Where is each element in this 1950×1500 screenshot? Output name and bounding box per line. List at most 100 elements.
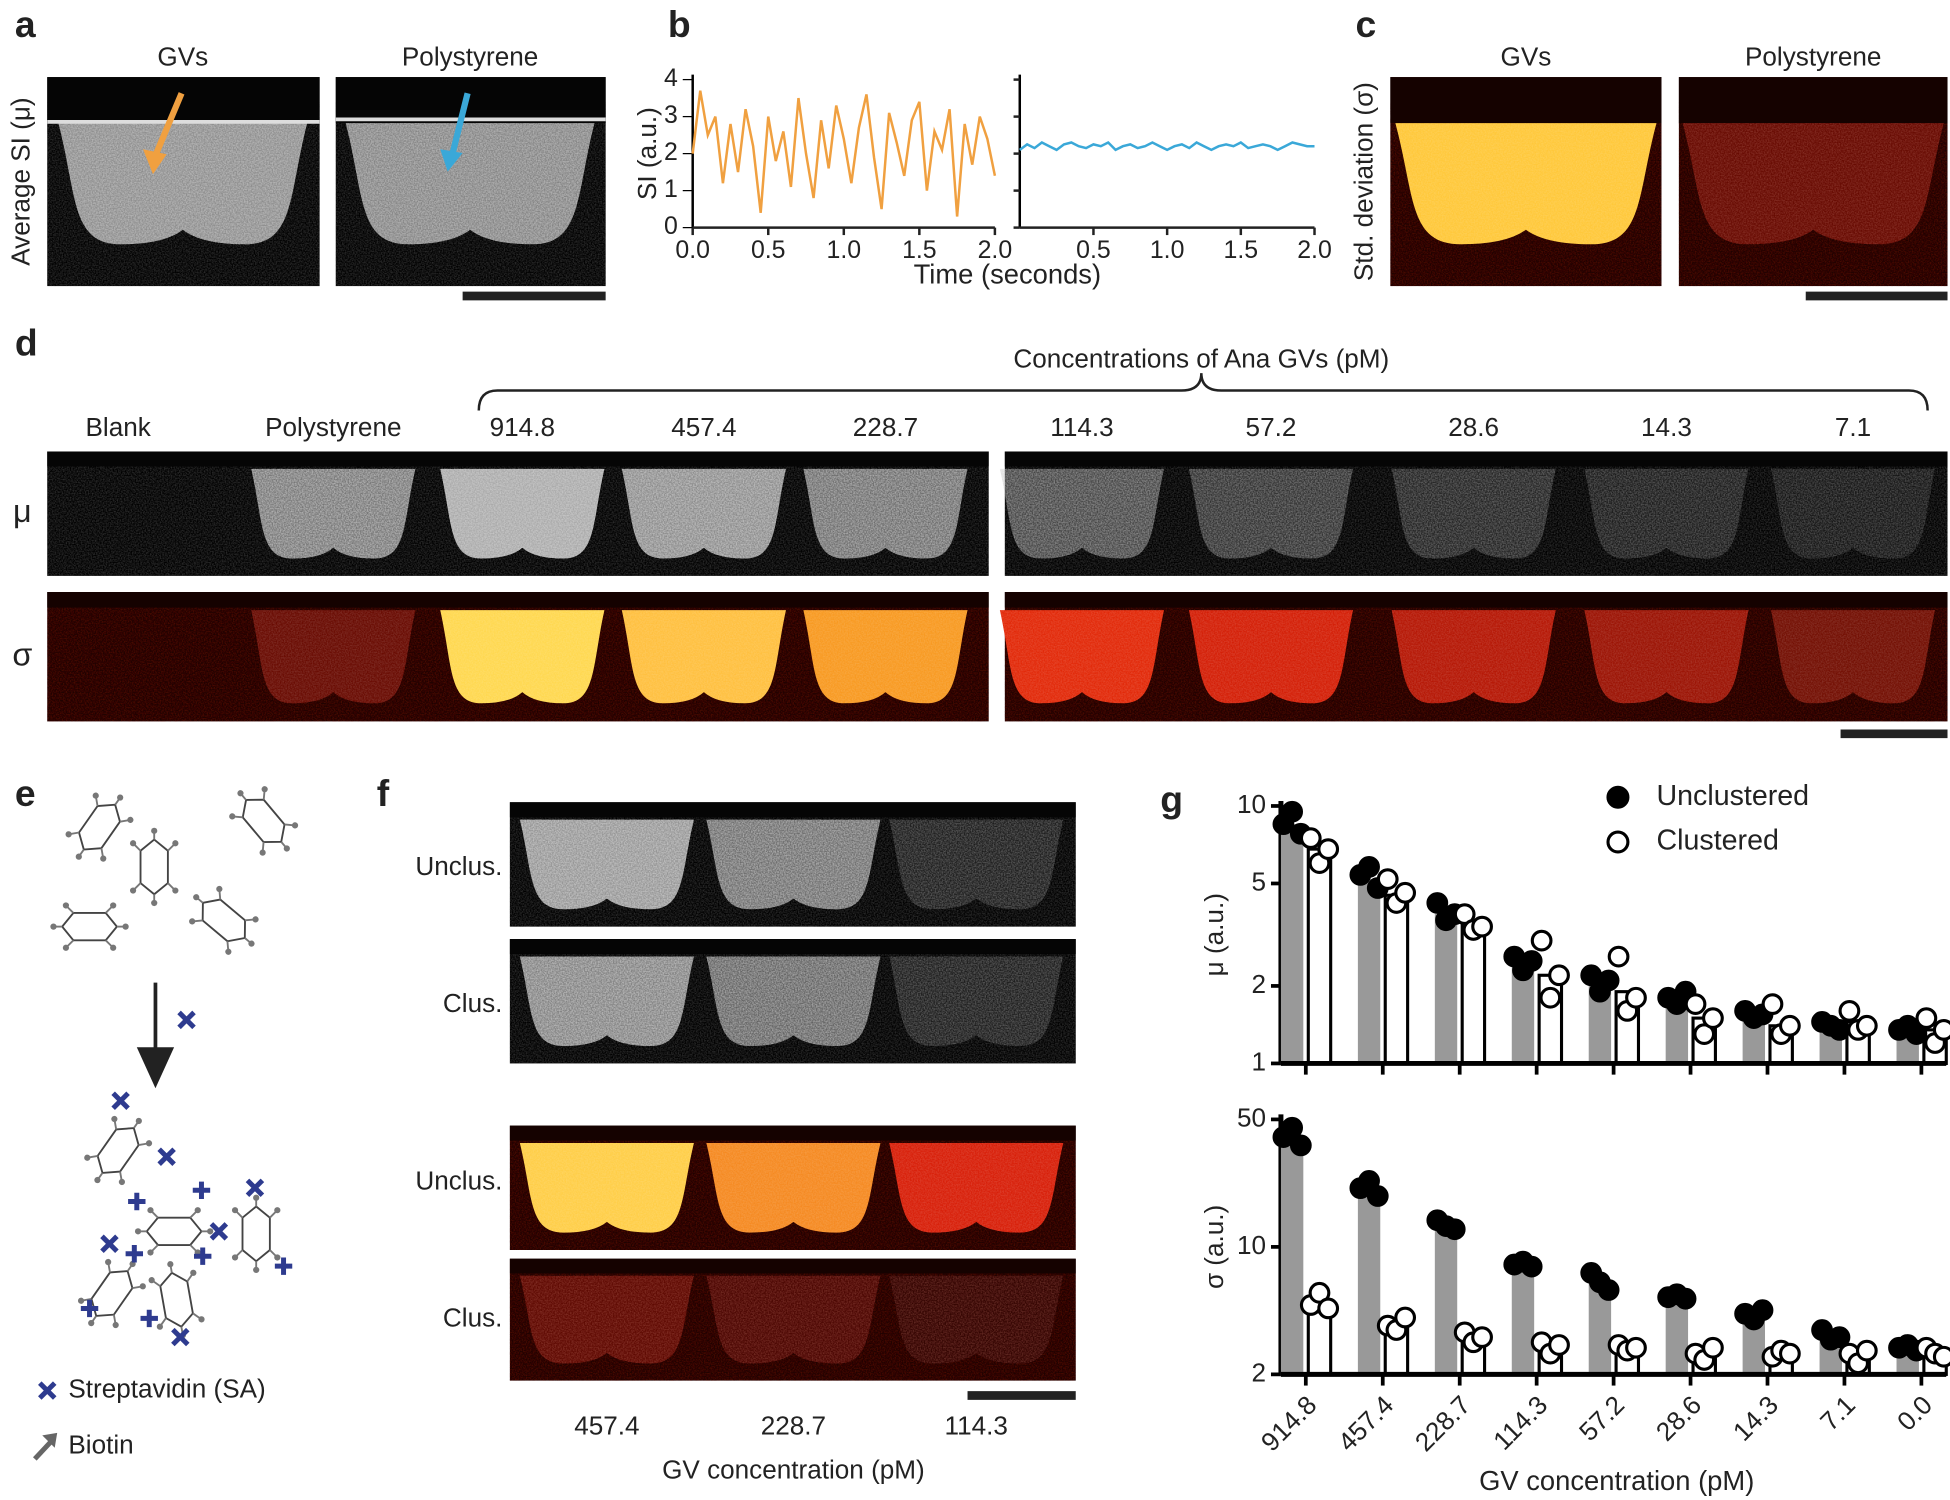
well-texture: [519, 1143, 694, 1233]
group-label: Concentrations of Ana GVs (pM): [1013, 344, 1389, 374]
streptavidin: [245, 1178, 265, 1198]
image-top: [1678, 77, 1948, 124]
image-top: [47, 451, 989, 467]
image-top: [47, 77, 320, 124]
biotin-head: [231, 1207, 239, 1214]
y-tick-label: 3: [664, 101, 678, 129]
streptavidin: [140, 1309, 158, 1328]
biotin-head: [100, 855, 107, 862]
y-tick-label: 4: [664, 64, 678, 92]
column-label: 57.2: [1246, 412, 1297, 442]
bar: [1306, 847, 1333, 1065]
gv-particle: [50, 902, 129, 951]
biotin-head: [259, 849, 266, 856]
biotin-head: [139, 1283, 146, 1290]
biotin-head: [274, 1254, 281, 1261]
biotin-head: [127, 816, 134, 823]
y-axis-label: σ (a.u.): [1199, 1205, 1229, 1289]
panel-letter: e: [15, 772, 36, 814]
x-tick-label: 14.3: [1727, 1390, 1784, 1447]
data-point: [1548, 964, 1570, 987]
column-label: 914.8: [490, 412, 555, 442]
image-title: Polystyrene: [1745, 41, 1881, 71]
y-tick-label: 0: [664, 212, 678, 240]
data-point: [1530, 929, 1553, 952]
biotin-head: [110, 902, 117, 909]
row-label: σ: [12, 636, 32, 672]
well-texture: [345, 123, 595, 245]
data-point: [1548, 1334, 1570, 1356]
x-tick-label: 1.0: [827, 236, 862, 264]
streptavidin: [274, 1257, 293, 1275]
well-texture: [1391, 610, 1556, 704]
biotin-legend-head: [42, 1432, 58, 1448]
well-texture: [1391, 468, 1556, 559]
y-axis-label: Average SI (μ): [5, 97, 35, 265]
well-texture: [621, 468, 786, 559]
x-tick-label: 2.0: [978, 236, 1013, 264]
data-point: [1761, 993, 1784, 1015]
biotin-head: [189, 918, 196, 925]
bar: [1588, 1281, 1612, 1375]
well-texture: [1682, 123, 1944, 245]
streptavidin: [171, 1327, 190, 1347]
image-title: GVs: [1501, 41, 1552, 71]
biotin-head: [237, 790, 244, 797]
gv-body: [201, 898, 246, 943]
image-top: [1390, 77, 1662, 124]
gv-body: [60, 912, 119, 942]
well-texture: [58, 123, 308, 245]
biotin-head: [253, 1266, 260, 1274]
streptavidin: [100, 1234, 119, 1254]
bar: [1357, 879, 1381, 1064]
well-texture: [251, 468, 416, 559]
line-series: [691, 90, 997, 217]
x-tick-label: 1.0: [1150, 236, 1185, 264]
biotin-head: [88, 1319, 95, 1327]
image-top: [509, 939, 1076, 954]
streptavidin: [157, 1147, 176, 1166]
biotin-head: [94, 1176, 101, 1184]
bar: [1306, 1310, 1333, 1376]
well-texture: [706, 1275, 881, 1364]
well-texture: [1395, 123, 1657, 245]
well-texture: [889, 1275, 1064, 1364]
legend-label: Biotin: [68, 1429, 133, 1459]
well-texture: [706, 819, 881, 910]
well-texture: [889, 1143, 1064, 1233]
bar: [1280, 1141, 1304, 1375]
y-tick-label: 10: [1237, 789, 1266, 819]
x-tick-label: 2.0: [1297, 236, 1332, 264]
biotin-head: [194, 1207, 201, 1214]
biotin-head: [147, 1207, 154, 1214]
gv-particle: [229, 786, 299, 856]
biotin-head: [216, 885, 223, 893]
bar: [1742, 1317, 1766, 1375]
legend-marker: [1606, 785, 1630, 809]
data-point: [1394, 1306, 1417, 1329]
gv-body: [96, 1127, 140, 1174]
arrow-gvs: [152, 92, 185, 157]
gv-body: [145, 1216, 203, 1246]
y-axis-label: SI (a.u.): [632, 107, 662, 200]
biotin-legend: [33, 1438, 55, 1461]
panel-letter: a: [15, 3, 36, 45]
x-axis-label: Time (seconds): [914, 258, 1102, 289]
data-point: [1317, 1297, 1340, 1320]
row-label: Clus.: [443, 988, 502, 1018]
data-point: [1471, 1326, 1493, 1349]
biotin-head: [190, 1269, 197, 1276]
data-point: [1289, 1134, 1312, 1157]
biotin-head: [122, 923, 129, 930]
legend-label: Clustered: [1657, 825, 1779, 857]
well-texture: [706, 956, 881, 1047]
data-point: [1520, 950, 1543, 972]
biotin-head: [156, 1323, 163, 1330]
well-texture: [1188, 468, 1354, 559]
biotin-head: [77, 1297, 85, 1304]
biotin-head: [134, 1228, 142, 1235]
reaction-arrow-head: [136, 1047, 175, 1089]
streptavidin: [194, 1247, 212, 1265]
biotin-head: [117, 794, 124, 801]
